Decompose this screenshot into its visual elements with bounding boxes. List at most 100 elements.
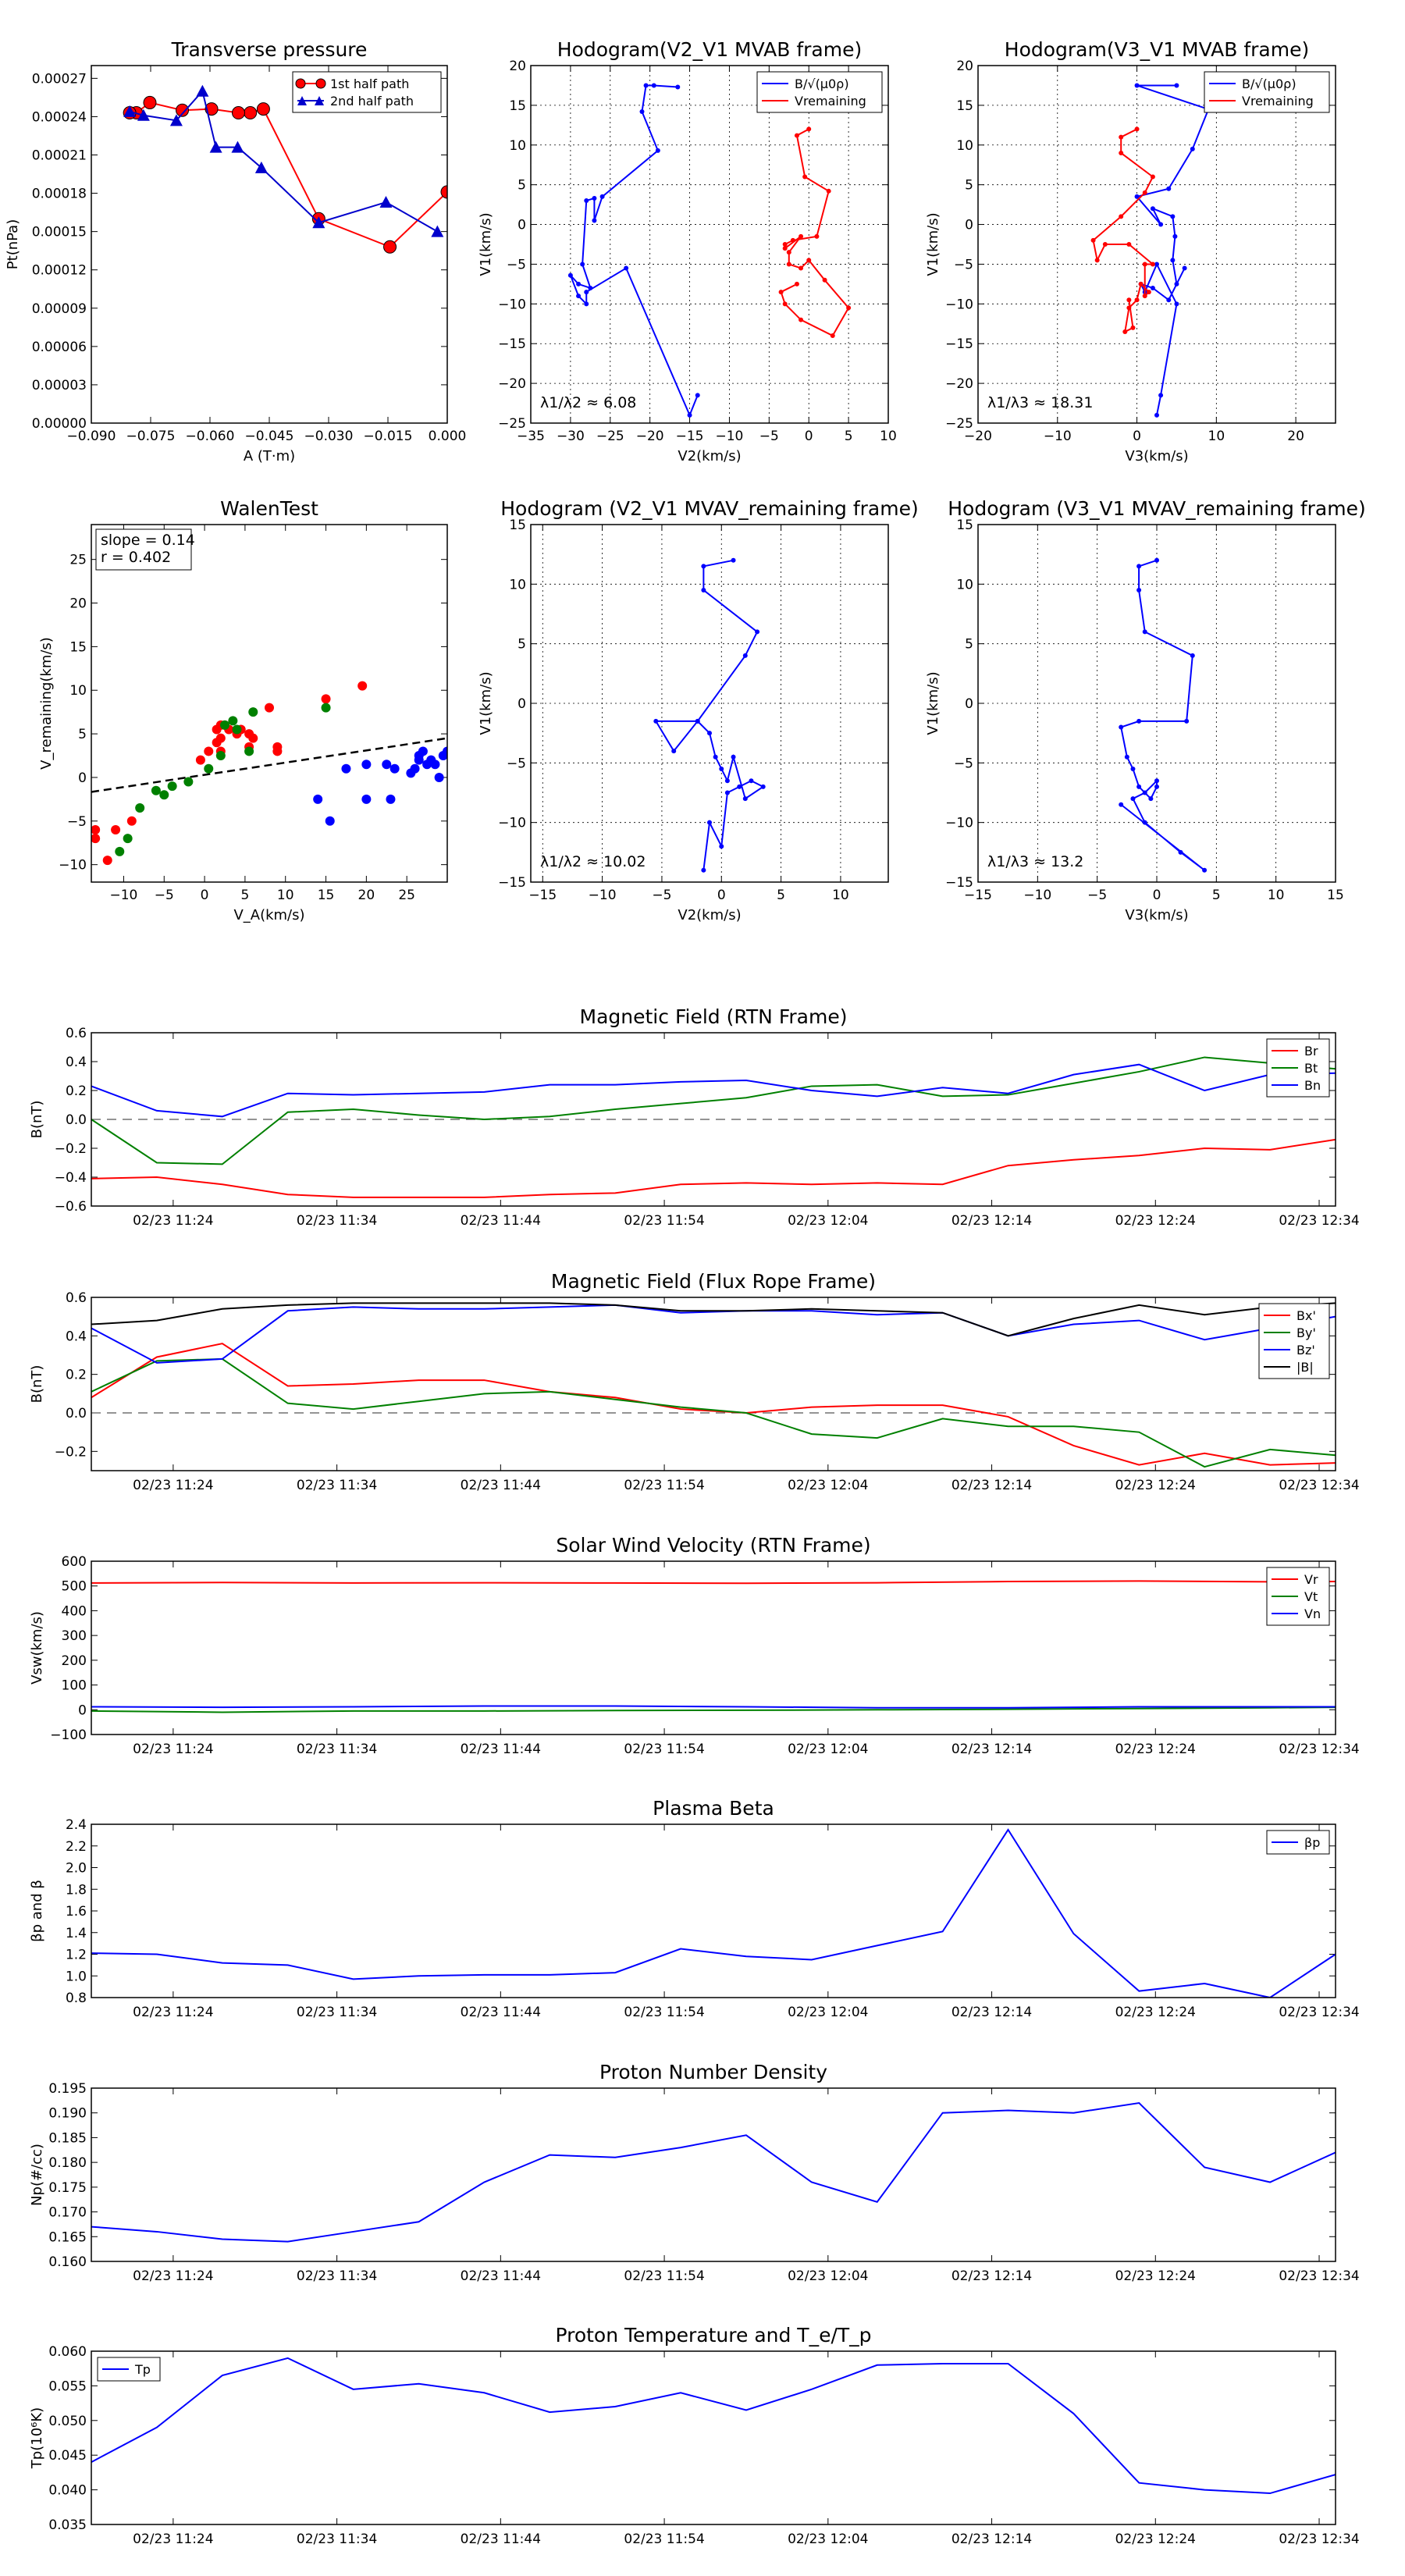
data-point: [321, 694, 331, 704]
data-point: [830, 333, 835, 339]
data-point: [1130, 796, 1136, 802]
x-tick-label: 15: [1327, 888, 1344, 903]
x-tick-label: 02/23 12:04: [788, 1478, 868, 1493]
x-tick-label: 5: [845, 429, 853, 444]
series-line-Bz': [91, 1304, 1336, 1364]
x-tick-label: 02/23 12:04: [788, 1742, 868, 1757]
y-tick-label: −15: [498, 336, 526, 352]
y-tick-label: 0.175: [48, 2180, 87, 2196]
y-tick-label: 0.180: [48, 2155, 87, 2171]
data-point: [671, 749, 677, 754]
data-point: [655, 148, 660, 153]
y-tick-label: 20: [69, 596, 87, 612]
chart-title: Hodogram (V3_V1 MVAV_remaining frame): [948, 497, 1366, 520]
annotation: r = 0.402: [101, 549, 171, 566]
y-axis-label: Tp(10⁶K): [29, 2407, 45, 2469]
data-point: [183, 777, 194, 787]
x-tick-label: 02/23 11:24: [133, 1213, 213, 1229]
x-tick-label: 02/23 11:34: [297, 2268, 377, 2284]
x-tick-label: 02/23 11:54: [624, 1213, 704, 1229]
data-point: [115, 846, 125, 856]
data-point: [786, 250, 791, 255]
legend-box: [292, 71, 442, 113]
data-point: [651, 83, 656, 88]
data-point: [588, 285, 593, 290]
x-tick-label: 0: [717, 888, 726, 903]
data-point: [584, 301, 589, 307]
data-point: [1122, 329, 1128, 334]
data-point: [1119, 724, 1124, 730]
data-point: [195, 755, 205, 765]
data-point: [1146, 290, 1151, 295]
x-tick-label: 02/23 11:54: [624, 1742, 704, 1757]
y-tick-label: −10: [498, 297, 526, 312]
data-point: [782, 246, 788, 251]
y-tick-label: 0.00015: [32, 225, 87, 240]
series-line-1: [780, 128, 850, 337]
plot-frame: [977, 524, 1336, 883]
data-point: [1182, 265, 1187, 271]
data-point: [846, 305, 852, 311]
y-tick-label: 5: [518, 178, 526, 194]
x-tick-label: −10: [715, 429, 743, 444]
data-point: [265, 703, 274, 713]
y-tick-label: −5: [954, 756, 973, 771]
data-point: [1142, 294, 1147, 299]
plot-frame: [977, 65, 1336, 424]
x-tick-label: 5: [240, 888, 249, 903]
data-point: [731, 557, 736, 563]
y-tick-label: 0: [518, 696, 526, 712]
data-point: [1142, 190, 1147, 195]
legend-label: Vt: [1304, 1589, 1318, 1604]
series-line-Br: [91, 1138, 1336, 1198]
x-tick-label: 02/23 12:34: [1279, 2268, 1359, 2284]
y-tick-label: 15: [956, 98, 973, 114]
x-tick-label: −10: [110, 888, 138, 903]
y-axis-label: B(nT): [29, 1101, 45, 1139]
y-tick-label: 0.170: [48, 2205, 87, 2221]
x-axis-label: V3(km/s): [1125, 448, 1188, 464]
legend-marker: [295, 78, 306, 89]
data-point: [1154, 784, 1159, 789]
data-point: [1126, 242, 1132, 247]
data-point: [431, 225, 444, 237]
series-line-0: [569, 84, 699, 418]
x-tick-label: −15: [528, 888, 557, 903]
series-line-Tp: [91, 2357, 1336, 2495]
annotation-box: [95, 528, 192, 571]
data-point: [1124, 754, 1129, 760]
data-point: [434, 772, 444, 782]
data-point: [205, 102, 219, 116]
chart-title: WalenTest: [220, 497, 318, 520]
x-tick-label: 02/23 11:54: [624, 2005, 704, 2020]
data-point: [724, 790, 730, 795]
data-point: [782, 242, 788, 247]
legend-label: Vremaining: [795, 94, 866, 109]
y-tick-label: −5: [507, 257, 526, 272]
x-tick-label: 10: [1208, 429, 1225, 444]
data-point: [1202, 867, 1208, 873]
x-tick-label: 02/23 11:24: [133, 2005, 213, 2020]
legend-label: B/√(μ0ρ): [795, 76, 849, 91]
y-tick-label: 0.4: [66, 1329, 87, 1344]
data-point: [379, 196, 393, 208]
plot-frame: [91, 1823, 1336, 1998]
x-tick-label: 02/23 12:34: [1279, 1478, 1359, 1493]
x-tick-label: −0.015: [364, 429, 413, 444]
plot-frame: [91, 1560, 1336, 1735]
series-line-Vt: [91, 1706, 1336, 1713]
data-point: [701, 587, 706, 592]
data-point: [653, 718, 659, 724]
chart-title: Plasma Beta: [653, 1797, 774, 1820]
x-tick-label: 02/23 11:44: [461, 1742, 541, 1757]
data-point: [576, 294, 582, 299]
plot-frame: [530, 524, 889, 883]
data-point: [1102, 242, 1108, 247]
y-axis-label: βp and β: [29, 1880, 45, 1942]
data-point: [778, 290, 784, 295]
y-tick-label: 20: [509, 59, 526, 74]
data-point: [701, 867, 706, 873]
data-point: [361, 760, 372, 770]
x-tick-label: 02/23 12:34: [1279, 2005, 1359, 2020]
